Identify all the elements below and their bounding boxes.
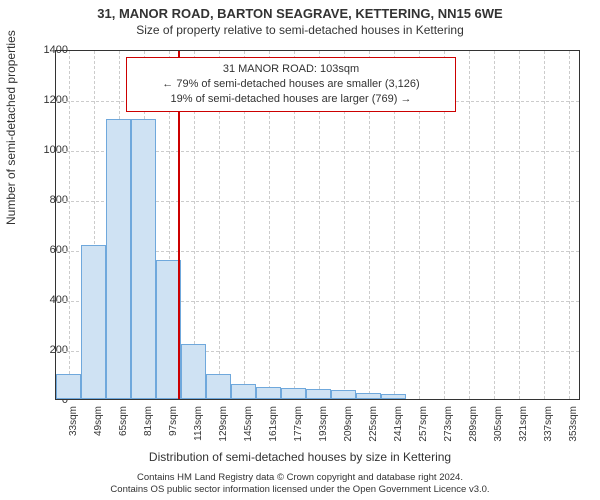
- bar: [81, 245, 106, 399]
- x-tick-label: 177sqm: [293, 406, 304, 456]
- x-tick-label: 337sqm: [543, 406, 554, 456]
- annotation-line3: 19% of semi-detached houses are larger (…: [135, 92, 447, 107]
- bar: [256, 387, 281, 400]
- bar: [181, 344, 206, 399]
- grid-v: [544, 51, 545, 399]
- footer-line1: Contains HM Land Registry data © Crown c…: [0, 472, 600, 484]
- x-tick-label: 225sqm: [368, 406, 379, 456]
- x-tick-label: 161sqm: [268, 406, 279, 456]
- x-axis-label: Distribution of semi-detached houses by …: [0, 450, 600, 464]
- x-tick-label: 273sqm: [443, 406, 454, 456]
- chart-title: 31, MANOR ROAD, BARTON SEAGRAVE, KETTERI…: [0, 0, 600, 21]
- x-tick-label: 241sqm: [393, 406, 404, 456]
- bar: [306, 389, 331, 399]
- x-tick-label: 257sqm: [418, 406, 429, 456]
- grid-v: [569, 51, 570, 399]
- bar: [56, 374, 81, 399]
- x-tick-label: 145sqm: [243, 406, 254, 456]
- x-tick-label: 353sqm: [568, 406, 579, 456]
- grid-v: [494, 51, 495, 399]
- bar: [356, 393, 381, 399]
- bar: [331, 390, 356, 399]
- bar: [381, 394, 406, 399]
- chart-container: 31, MANOR ROAD, BARTON SEAGRAVE, KETTERI…: [0, 0, 600, 500]
- x-tick-label: 193sqm: [318, 406, 329, 456]
- x-tick-label: 113sqm: [193, 406, 204, 456]
- bar: [106, 119, 131, 399]
- annotation-line2: ← 79% of semi-detached houses are smalle…: [135, 77, 447, 92]
- x-tick-label: 129sqm: [218, 406, 229, 456]
- annotation-box: 31 MANOR ROAD: 103sqm ← 79% of semi-deta…: [126, 57, 456, 112]
- plot-area: 31 MANOR ROAD: 103sqm ← 79% of semi-deta…: [55, 50, 580, 400]
- bar: [281, 388, 306, 399]
- annotation-line1: 31 MANOR ROAD: 103sqm: [135, 62, 447, 77]
- bar: [231, 384, 256, 399]
- grid-v: [519, 51, 520, 399]
- x-tick-label: 49sqm: [93, 406, 104, 456]
- x-tick-label: 289sqm: [468, 406, 479, 456]
- footer: Contains HM Land Registry data © Crown c…: [0, 472, 600, 496]
- x-tick-label: 65sqm: [118, 406, 129, 456]
- chart-subtitle: Size of property relative to semi-detach…: [0, 21, 600, 37]
- x-tick-label: 305sqm: [493, 406, 504, 456]
- x-tick-label: 97sqm: [168, 406, 179, 456]
- x-tick-label: 33sqm: [68, 406, 79, 456]
- y-axis-label: Number of semi-detached properties: [4, 30, 18, 225]
- grid-v: [69, 51, 70, 399]
- x-tick-label: 321sqm: [518, 406, 529, 456]
- bar: [131, 119, 156, 399]
- footer-line2: Contains OS public sector information li…: [0, 484, 600, 496]
- plot-inner: 31 MANOR ROAD: 103sqm ← 79% of semi-deta…: [55, 50, 580, 400]
- x-tick-label: 209sqm: [343, 406, 354, 456]
- bar: [206, 374, 231, 399]
- grid-v: [469, 51, 470, 399]
- x-tick-label: 81sqm: [143, 406, 154, 456]
